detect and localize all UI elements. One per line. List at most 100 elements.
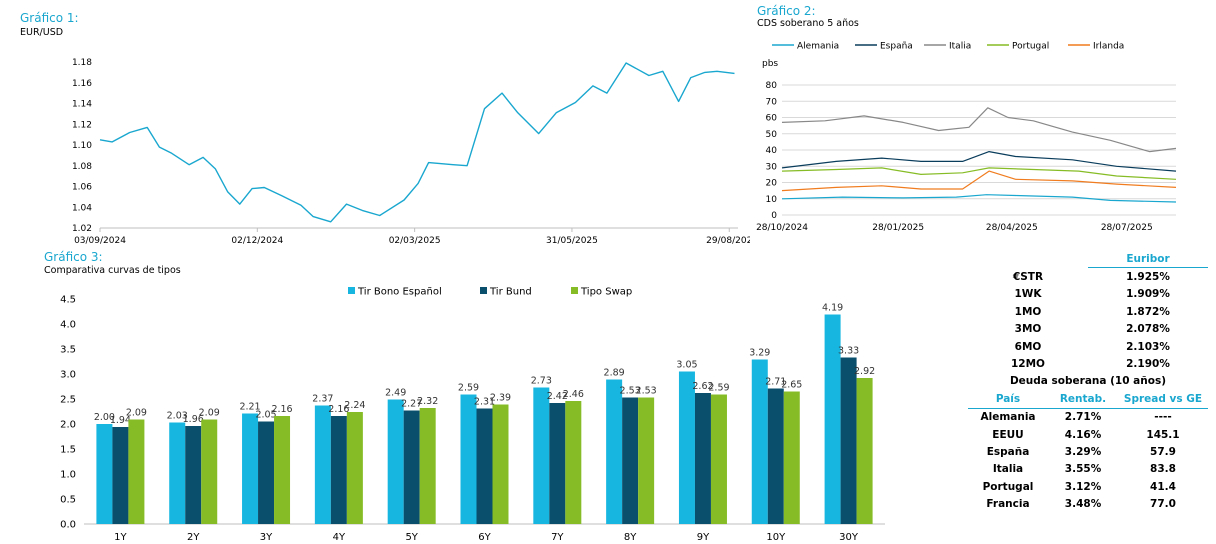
bar (565, 401, 582, 524)
y-tick-label: 1.0 (60, 470, 76, 481)
bar (128, 419, 145, 524)
bar (96, 424, 113, 524)
bar (533, 387, 550, 524)
bar (840, 357, 857, 524)
data-label: 2.09 (199, 408, 220, 419)
x-tick-label: 9Y (697, 532, 710, 543)
data-label: 2.16 (328, 404, 349, 415)
data-label: 2.59 (458, 383, 479, 394)
legend-label: Italia (949, 42, 971, 52)
data-label: 3.29 (749, 348, 770, 359)
euribor-rate: 1.872% (1126, 305, 1170, 318)
legend-label: Irlanda (1093, 42, 1124, 52)
bar (403, 410, 420, 524)
x-tick-label: 3Y (260, 532, 273, 543)
bar (710, 394, 727, 524)
data-label: 1.94 (110, 415, 131, 426)
debt-spread: 57.9 (1150, 445, 1176, 458)
euribor-rate: 1.909% (1126, 288, 1170, 301)
chart1-eurusd: 1.02 1.04 1.06 1.08 1.10 1.12 1.14 1.16 1.18 03/0… (72, 58, 750, 246)
x-tick-label: 02/03/2025 (389, 236, 441, 246)
y-tick-label: 60 (766, 114, 778, 124)
y-tick-label: 3.0 (60, 370, 76, 381)
sovereign-debt-table: Deuda soberana (10 años) País Rentab. Sp… (968, 373, 1208, 513)
data-label: 1.96 (183, 414, 204, 425)
y-tick-label: 4.5 (60, 295, 76, 306)
cds-series-line (781, 194, 1177, 203)
y-tick-label: 2.5 (60, 395, 76, 406)
chart3-subtitle: Comparativa curvas de tipos (44, 265, 181, 276)
legend-swatch (571, 287, 578, 294)
x-tick-label: 10Y (766, 532, 786, 543)
debt-title: Deuda soberana (10 años) (1009, 375, 1167, 388)
euribor-rate: 2.103% (1126, 340, 1170, 353)
bar (767, 388, 784, 524)
chart1-title: Gráfico 1: (20, 11, 79, 25)
x-tick-label: 28/01/2025 (872, 223, 924, 233)
x-tick-label: 03/09/2024 (74, 236, 126, 246)
bar (258, 421, 275, 524)
cds-series-line (781, 150, 1177, 172)
data-label: 4.19 (822, 303, 843, 314)
x-tick-label: 31/05/2025 (546, 236, 598, 246)
y-tick-label: 10 (766, 195, 778, 205)
data-label: 2.39 (490, 393, 511, 404)
y-tick-label: 1.02 (72, 224, 92, 234)
euribor-rate: 2.190% (1126, 358, 1170, 371)
bar (638, 397, 655, 524)
x-tick-label: 4Y (333, 532, 346, 543)
data-label: 2.71 (765, 377, 786, 388)
bar (751, 359, 768, 524)
debt-yield: 3.12% (1064, 480, 1102, 493)
y-tick-label: 0.0 (60, 520, 76, 531)
chart1-subtitle: EUR/USD (20, 27, 64, 38)
y-tick-label: 40 (766, 146, 778, 156)
data-label: 2.59 (708, 383, 729, 394)
data-label: 2.24 (344, 400, 365, 411)
y-tick-label: 1.5 (60, 445, 76, 456)
data-label: 2.62 (692, 381, 713, 392)
debt-spread: ---- (1154, 411, 1172, 424)
bar (274, 416, 291, 524)
data-label: 3.33 (838, 346, 859, 357)
euribor-rate: 1.925% (1126, 271, 1170, 284)
cds-series-line (781, 107, 1177, 153)
data-label: 2.53 (620, 386, 641, 397)
y-tick-label: 1.12 (72, 120, 92, 130)
bar (242, 413, 259, 524)
data-label: 2.21 (239, 402, 260, 413)
euribor-header: Euribor (1088, 250, 1208, 269)
y-tick-label: 2.0 (60, 420, 76, 431)
euribor-term: 1MO (1014, 305, 1042, 318)
x-tick-label: 5Y (405, 532, 418, 543)
y-tick-label: 20 (766, 179, 778, 189)
x-tick-label: 02/12/2024 (231, 236, 283, 246)
bar (783, 391, 800, 524)
data-label: 2.92 (854, 366, 875, 377)
chart3-title: Gráfico 3: (44, 250, 103, 264)
cds-series-line (781, 167, 1177, 180)
bar (201, 419, 218, 524)
legend-swatch (348, 287, 355, 294)
data-label: 2.73 (531, 376, 552, 387)
cds-series-line (781, 170, 1177, 192)
chart2-cds: Alemania España Italia Portugal Irlanda pbs 0 1… (756, 42, 1177, 233)
legend-label: Tir Bono Español (357, 287, 442, 298)
rates-tables: Euribor €STR 1.925% 1WK 1.909% 1MO 1.872% 3… (968, 250, 1208, 513)
col-rentab: Rentab. (1048, 390, 1118, 409)
debt-country: Italia (992, 463, 1024, 476)
y-tick-label: 30 (766, 162, 778, 172)
euribor-term: 1WK (1014, 288, 1042, 301)
data-label: 2.27 (401, 399, 422, 410)
bar (549, 403, 566, 524)
data-label: 2.37 (312, 394, 333, 405)
euribor-table: Euribor €STR 1.925% 1WK 1.909% 1MO 1.872% 3… (968, 250, 1208, 373)
data-label: 2.65 (781, 380, 802, 391)
data-label: 2.03 (167, 411, 188, 422)
y-axis-label: pbs (762, 59, 778, 69)
chart3-yield-curves: Tir Bono Español Tir Bund Tipo Swap 0.0 0.5 1… (60, 287, 885, 543)
y-tick-label: 50 (766, 130, 778, 140)
debt-country: Portugal (982, 480, 1034, 493)
eurusd-line (99, 62, 735, 223)
bar (678, 371, 695, 524)
